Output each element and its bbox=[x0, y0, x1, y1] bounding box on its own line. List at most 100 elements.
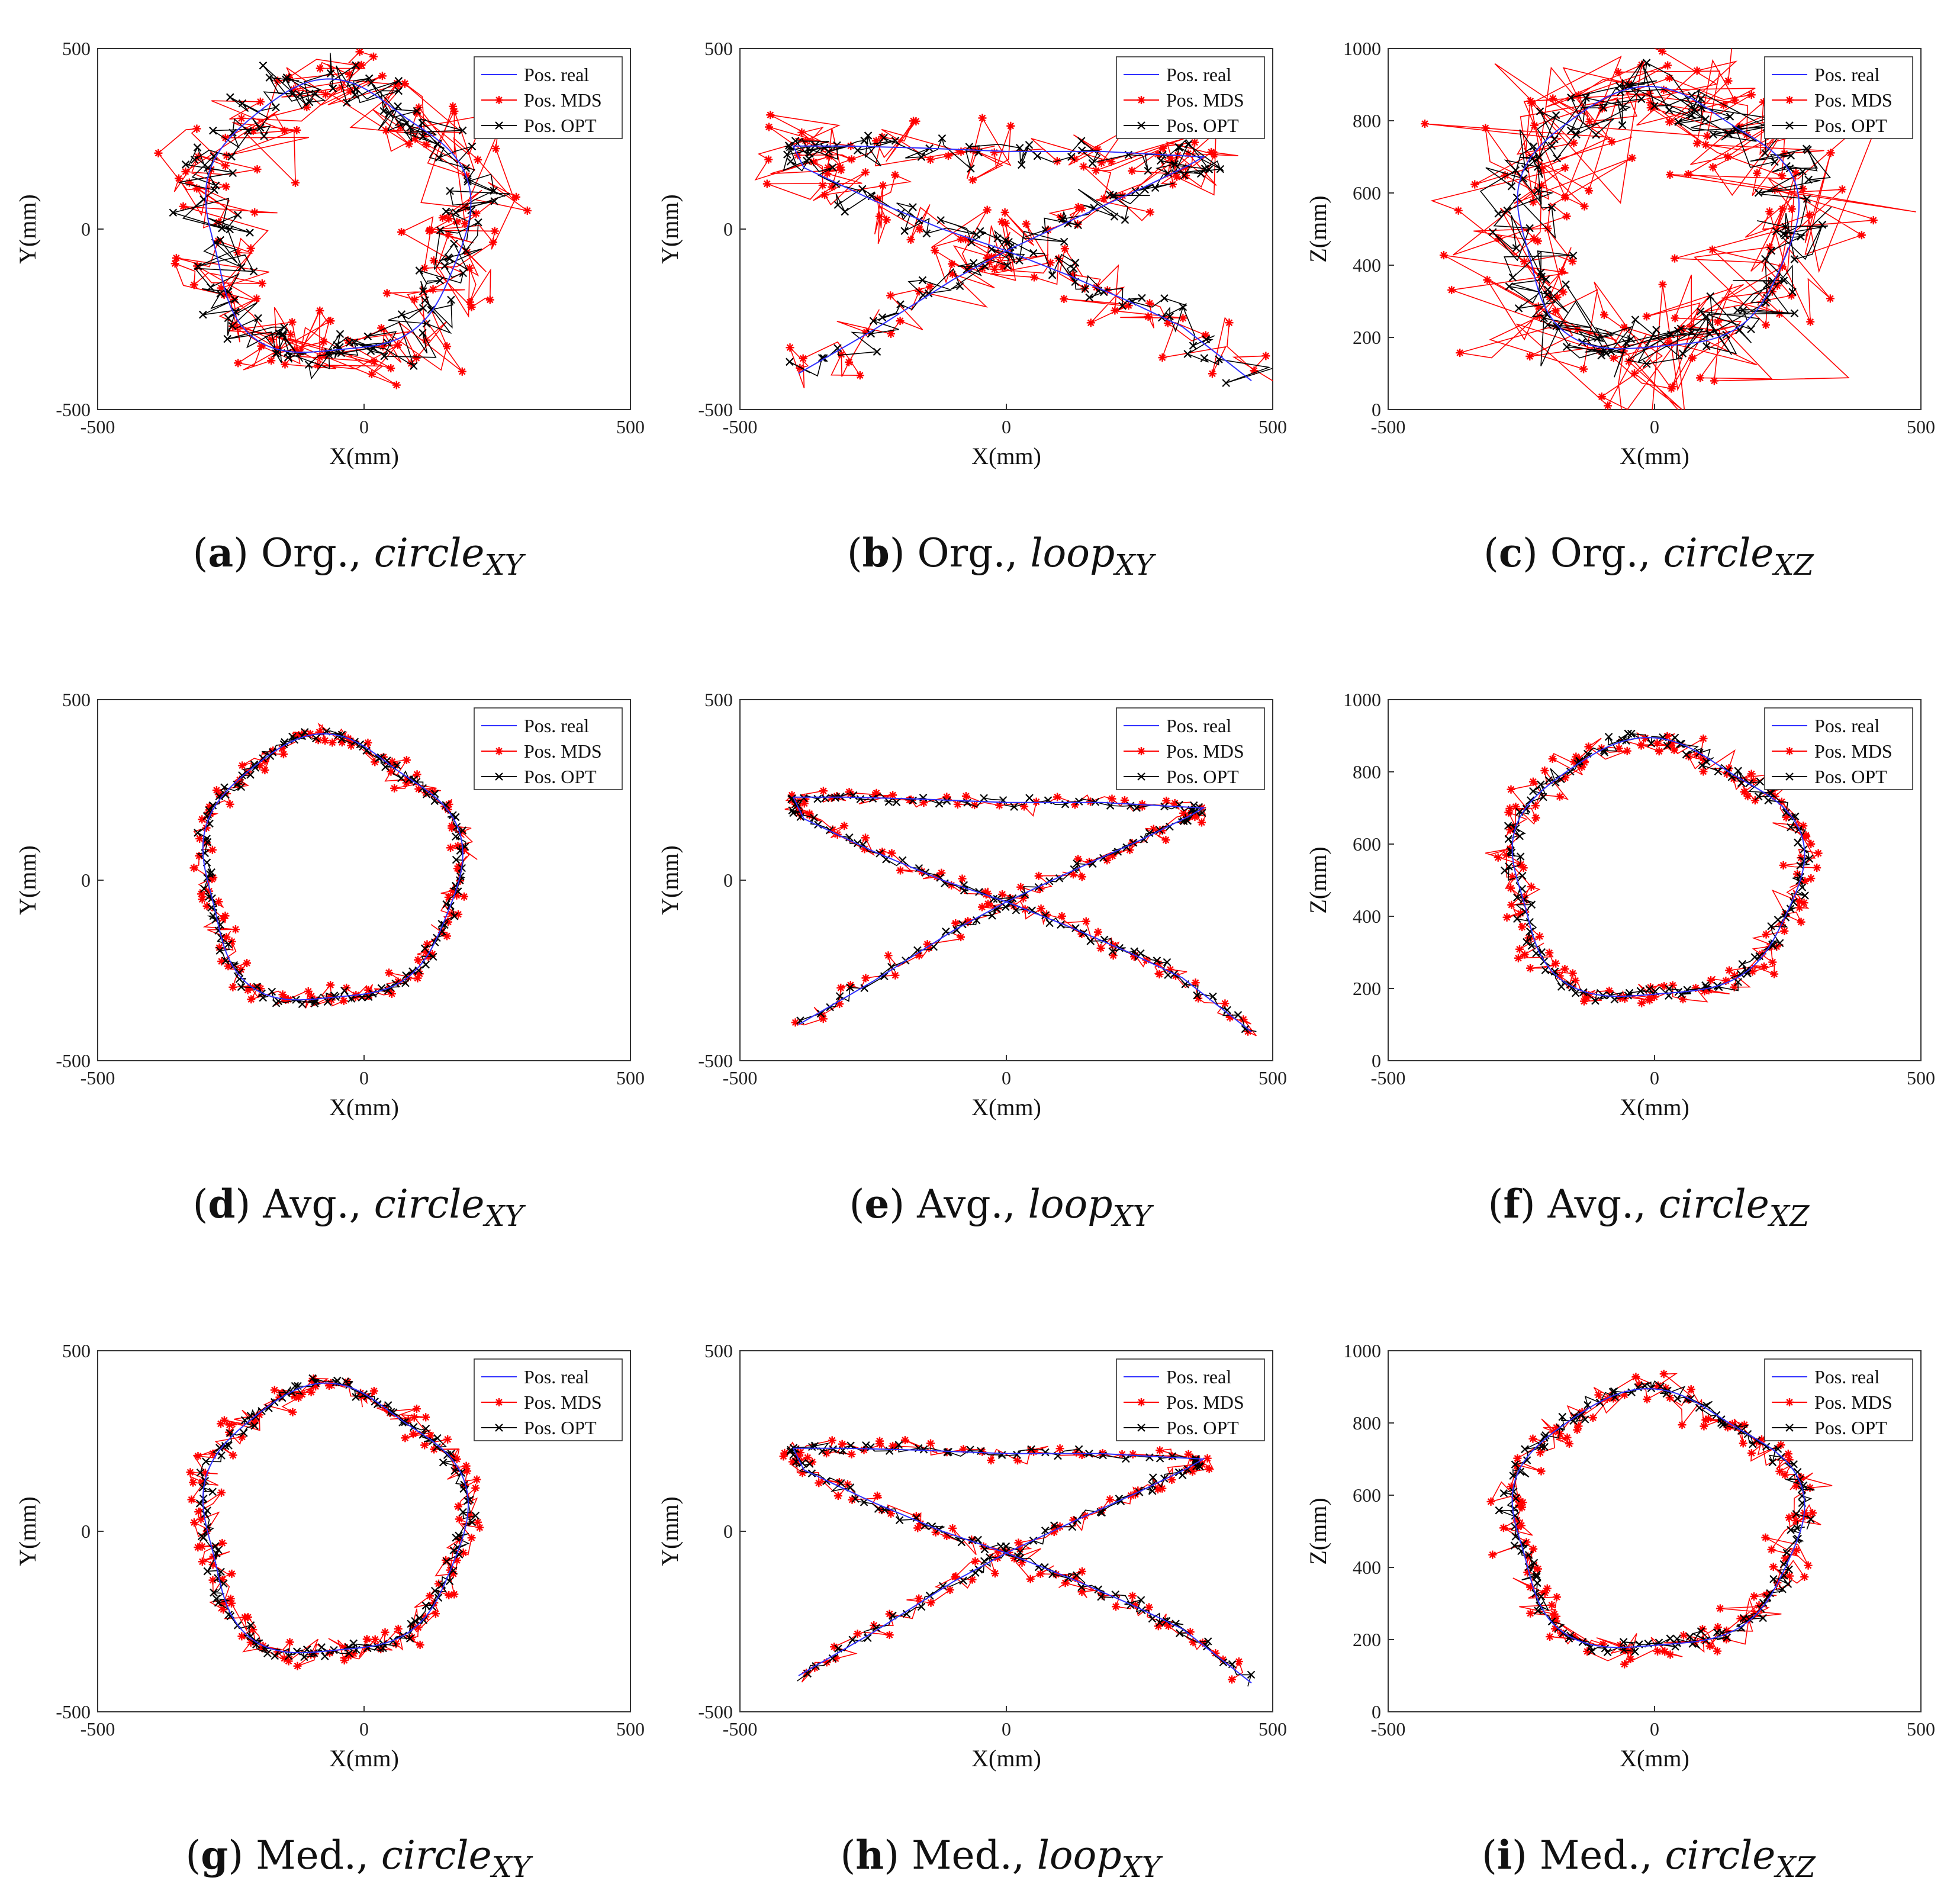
opt-marker bbox=[1534, 186, 1542, 195]
opt-marker bbox=[429, 952, 437, 961]
mds-marker bbox=[249, 126, 258, 135]
opt-marker bbox=[445, 255, 454, 263]
opt-marker bbox=[997, 1451, 1006, 1459]
opt-marker bbox=[845, 833, 854, 842]
opt-marker bbox=[960, 881, 968, 890]
mds-marker bbox=[1778, 171, 1787, 180]
mds-marker bbox=[420, 264, 429, 273]
mds-marker bbox=[820, 191, 829, 199]
mds-marker bbox=[1765, 207, 1774, 216]
mds-marker bbox=[1068, 271, 1077, 279]
mds-marker bbox=[1628, 153, 1637, 162]
mds-marker bbox=[1747, 1448, 1756, 1457]
mds-marker bbox=[1688, 353, 1697, 362]
mds-marker bbox=[307, 1387, 316, 1396]
opt-marker bbox=[1205, 165, 1214, 173]
mds-marker bbox=[385, 968, 394, 977]
opt-marker bbox=[1702, 1636, 1710, 1645]
opt-marker bbox=[1507, 848, 1516, 857]
mds-marker bbox=[465, 1511, 474, 1519]
mds-marker bbox=[489, 238, 498, 247]
opt-marker bbox=[298, 1000, 307, 1009]
mds-marker bbox=[1034, 871, 1043, 880]
mds-marker bbox=[1666, 170, 1675, 179]
mds-marker bbox=[197, 890, 206, 899]
mds-marker bbox=[288, 318, 297, 327]
opt-marker bbox=[955, 282, 964, 291]
opt-marker bbox=[259, 61, 268, 70]
mds-marker bbox=[985, 258, 994, 267]
mds-marker bbox=[1128, 1592, 1137, 1601]
mds-marker bbox=[1526, 1609, 1535, 1618]
legend-label: Pos. MDS bbox=[1814, 1392, 1893, 1413]
opt-marker bbox=[1818, 220, 1827, 229]
mds-marker bbox=[1723, 769, 1732, 778]
opt-marker bbox=[1688, 328, 1696, 337]
y-tick-label: 200 bbox=[1353, 1629, 1381, 1650]
opt-marker bbox=[1172, 1619, 1180, 1628]
mds-marker bbox=[1228, 1675, 1237, 1684]
opt-marker bbox=[786, 358, 794, 366]
opt-marker bbox=[1563, 343, 1571, 351]
opt-marker bbox=[1179, 302, 1187, 311]
mds-marker bbox=[396, 123, 405, 132]
y-axis-label: Y(mm) bbox=[656, 194, 683, 264]
opt-marker bbox=[1796, 872, 1805, 881]
mds-marker bbox=[788, 1457, 797, 1466]
opt-marker bbox=[1591, 997, 1599, 1005]
mds-marker bbox=[227, 1599, 236, 1608]
mds-marker bbox=[1211, 1649, 1220, 1658]
mds-marker bbox=[1060, 295, 1068, 304]
mds-marker bbox=[1795, 903, 1804, 912]
mds-marker bbox=[426, 1592, 435, 1601]
mds-marker bbox=[227, 937, 236, 946]
opt-marker bbox=[366, 347, 375, 355]
mds-marker bbox=[307, 1376, 316, 1385]
y-tick-label: -500 bbox=[698, 1701, 733, 1722]
mds-marker bbox=[438, 213, 447, 222]
mds-marker bbox=[445, 800, 453, 809]
mds-marker bbox=[1804, 1561, 1813, 1570]
mds-marker bbox=[915, 1594, 923, 1603]
opt-marker bbox=[419, 133, 427, 141]
mds-marker bbox=[1154, 1622, 1163, 1631]
opt-marker bbox=[1622, 339, 1630, 347]
x-tick-label: 500 bbox=[1907, 1718, 1935, 1740]
mds-marker bbox=[349, 1649, 358, 1658]
mds-marker bbox=[1722, 1635, 1731, 1644]
mds-marker bbox=[378, 342, 387, 351]
mds-marker bbox=[1557, 1628, 1566, 1637]
mds-marker bbox=[1739, 1439, 1747, 1448]
mds-marker bbox=[1511, 802, 1520, 811]
mds-marker bbox=[1791, 1516, 1800, 1525]
mds-marker bbox=[1198, 1638, 1207, 1647]
mds-marker bbox=[212, 786, 221, 795]
opt-marker bbox=[1647, 1384, 1656, 1393]
mds-marker bbox=[1702, 131, 1711, 140]
opt-marker bbox=[452, 855, 461, 864]
mds-marker bbox=[871, 790, 880, 799]
opt-marker bbox=[1512, 244, 1521, 252]
opt-marker bbox=[786, 143, 794, 152]
mds-marker bbox=[1670, 254, 1679, 263]
mds-marker bbox=[256, 97, 265, 106]
opt-marker bbox=[1507, 846, 1515, 855]
mds-marker bbox=[1785, 1572, 1794, 1580]
opt-marker bbox=[1599, 746, 1608, 755]
x-tick-label: 500 bbox=[1907, 416, 1935, 437]
mds-marker bbox=[1614, 744, 1623, 753]
mds-marker bbox=[1588, 1413, 1597, 1422]
mds-marker bbox=[288, 1408, 297, 1416]
opt-marker bbox=[1033, 152, 1042, 160]
opt-marker bbox=[1537, 1592, 1546, 1601]
mds-marker bbox=[154, 149, 163, 157]
mds-marker bbox=[1780, 926, 1789, 935]
mds-marker bbox=[233, 248, 242, 257]
mds-marker bbox=[1692, 139, 1701, 148]
mds-marker bbox=[1704, 1414, 1713, 1423]
opt-marker bbox=[237, 263, 246, 271]
mds-marker bbox=[886, 329, 895, 338]
opt-marker bbox=[301, 728, 309, 736]
